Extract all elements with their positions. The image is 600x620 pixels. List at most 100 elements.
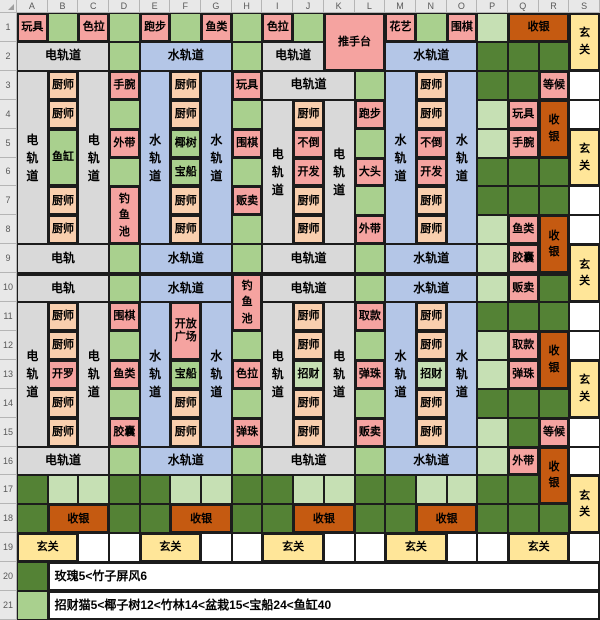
- cell-M17[interactable]: [385, 475, 416, 505]
- cell-J13[interactable]: 招财: [293, 359, 324, 389]
- cell-A11[interactable]: 电 轨 道: [17, 302, 48, 447]
- cell-N3[interactable]: 厨师: [415, 70, 447, 100]
- cell-M9[interactable]: 水轨道: [385, 244, 478, 274]
- cell-E16[interactable]: 水轨道: [139, 446, 232, 476]
- cell-P12[interactable]: [477, 330, 508, 360]
- cell-N17[interactable]: [415, 475, 447, 505]
- cell-H16[interactable]: [231, 446, 263, 476]
- cell-P2[interactable]: [477, 41, 508, 71]
- cell-J11[interactable]: 厨师: [293, 302, 324, 331]
- cell-F4[interactable]: 厨师: [170, 99, 202, 129]
- cell-F13[interactable]: 宝船: [170, 359, 202, 389]
- cell-S11[interactable]: [569, 302, 600, 331]
- cell-E3[interactable]: 水 轨 道: [139, 70, 171, 245]
- cell-S17[interactable]: 玄 关: [569, 475, 600, 534]
- cell-H3[interactable]: 玩具: [231, 70, 263, 100]
- cell-H19[interactable]: [231, 533, 263, 563]
- cell-L3[interactable]: [354, 70, 386, 100]
- cell-F17[interactable]: [170, 475, 202, 505]
- cell-D12[interactable]: [109, 330, 140, 360]
- row-header-9[interactable]: 9: [0, 244, 17, 274]
- cell-S8[interactable]: [569, 215, 600, 245]
- cell-B21[interactable]: 招财猫5<椰子树12<竹林14<盆栽15<宝船24<鱼缸40: [47, 591, 600, 620]
- row-header-19[interactable]: 19: [0, 533, 17, 563]
- cell-D1[interactable]: [109, 13, 140, 42]
- cell-S9[interactable]: 玄 关: [569, 244, 600, 303]
- cell-L4[interactable]: 跑步: [354, 99, 386, 129]
- cell-R7[interactable]: [538, 186, 570, 216]
- cell-R4[interactable]: 收 银: [538, 99, 570, 158]
- cell-D9[interactable]: [109, 244, 140, 274]
- cell-G3[interactable]: 水 轨 道: [201, 70, 232, 245]
- cell-R15[interactable]: 等候: [538, 417, 570, 447]
- cell-D18[interactable]: [109, 504, 140, 534]
- cell-A20[interactable]: [17, 562, 48, 592]
- cell-Q19[interactable]: 玄关: [507, 533, 570, 563]
- cell-I9[interactable]: 电轨道: [262, 244, 355, 274]
- cell-P18[interactable]: [477, 504, 508, 534]
- cell-H13[interactable]: 色拉: [231, 359, 263, 389]
- cell-B8[interactable]: 厨师: [47, 215, 79, 245]
- cell-P11[interactable]: [477, 302, 508, 331]
- cell-S4[interactable]: [569, 99, 600, 129]
- row-header-11[interactable]: 11: [0, 302, 17, 331]
- cell-J7[interactable]: 厨师: [293, 186, 324, 216]
- cell-A10[interactable]: 电轨: [17, 273, 110, 303]
- cell-D6[interactable]: [109, 157, 140, 187]
- cell-A16[interactable]: 电轨道: [17, 446, 110, 476]
- cell-D3[interactable]: 手腕: [109, 70, 140, 100]
- cell-J15[interactable]: 厨师: [293, 417, 324, 447]
- row-header-12[interactable]: 12: [0, 330, 17, 360]
- cell-C3[interactable]: 电 轨 道: [78, 70, 110, 245]
- cell-L6[interactable]: 大头: [354, 157, 386, 187]
- cell-H10[interactable]: 钓 鱼 池: [231, 273, 263, 331]
- cell-M1[interactable]: 花艺: [385, 13, 416, 42]
- cell-S15[interactable]: [569, 417, 600, 447]
- cell-Q1[interactable]: 收银: [507, 13, 570, 42]
- select-all-corner[interactable]: [0, 0, 17, 13]
- cell-E10[interactable]: 水轨道: [139, 273, 232, 303]
- cell-Q4[interactable]: 玩具: [507, 99, 539, 129]
- col-header-E[interactable]: E: [139, 0, 171, 13]
- cell-I1[interactable]: 色拉: [262, 13, 294, 42]
- col-header-Q[interactable]: Q: [507, 0, 539, 13]
- cell-E1[interactable]: 跑步: [139, 13, 171, 42]
- cell-J6[interactable]: 开发: [293, 157, 324, 187]
- cell-F11[interactable]: 开放 广场: [170, 302, 202, 360]
- row-header-13[interactable]: 13: [0, 359, 17, 389]
- row-header-8[interactable]: 8: [0, 215, 17, 245]
- cell-Q5[interactable]: 手腕: [507, 128, 539, 158]
- cell-E11[interactable]: 水 轨 道: [139, 302, 171, 447]
- row-header-16[interactable]: 16: [0, 446, 17, 476]
- cell-C17[interactable]: [78, 475, 110, 505]
- cell-D17[interactable]: [109, 475, 140, 505]
- cell-J18[interactable]: 收银: [293, 504, 355, 534]
- cell-N5[interactable]: 不倒: [415, 128, 447, 158]
- cell-I11[interactable]: 电 轨 道: [262, 302, 294, 447]
- row-header-1[interactable]: 1: [0, 13, 17, 42]
- cell-O17[interactable]: [446, 475, 478, 505]
- cell-P4[interactable]: [477, 99, 508, 129]
- cell-B11[interactable]: 厨师: [47, 302, 79, 331]
- col-header-S[interactable]: S: [569, 0, 600, 13]
- cell-R8[interactable]: 收 银: [538, 215, 570, 274]
- cell-Q8[interactable]: 鱼类: [507, 215, 539, 245]
- row-header-15[interactable]: 15: [0, 417, 17, 447]
- cell-J1[interactable]: [293, 13, 324, 42]
- row-header-14[interactable]: 14: [0, 388, 17, 418]
- cell-H9[interactable]: [231, 244, 263, 274]
- cell-P16[interactable]: [477, 446, 508, 476]
- cell-P10[interactable]: [477, 273, 508, 303]
- cell-Q6[interactable]: [507, 157, 539, 187]
- cell-D10[interactable]: [109, 273, 140, 303]
- cell-R11[interactable]: [538, 302, 570, 331]
- cell-B13[interactable]: 开罗: [47, 359, 79, 389]
- cell-L9[interactable]: [354, 244, 386, 274]
- cell-F1[interactable]: [170, 13, 202, 42]
- cell-N7[interactable]: 厨师: [415, 186, 447, 216]
- cell-S12[interactable]: [569, 330, 600, 360]
- cell-H4[interactable]: [231, 99, 263, 129]
- cell-D2[interactable]: [109, 41, 140, 71]
- cell-D16[interactable]: [109, 446, 140, 476]
- cell-G1[interactable]: 鱼类: [201, 13, 232, 42]
